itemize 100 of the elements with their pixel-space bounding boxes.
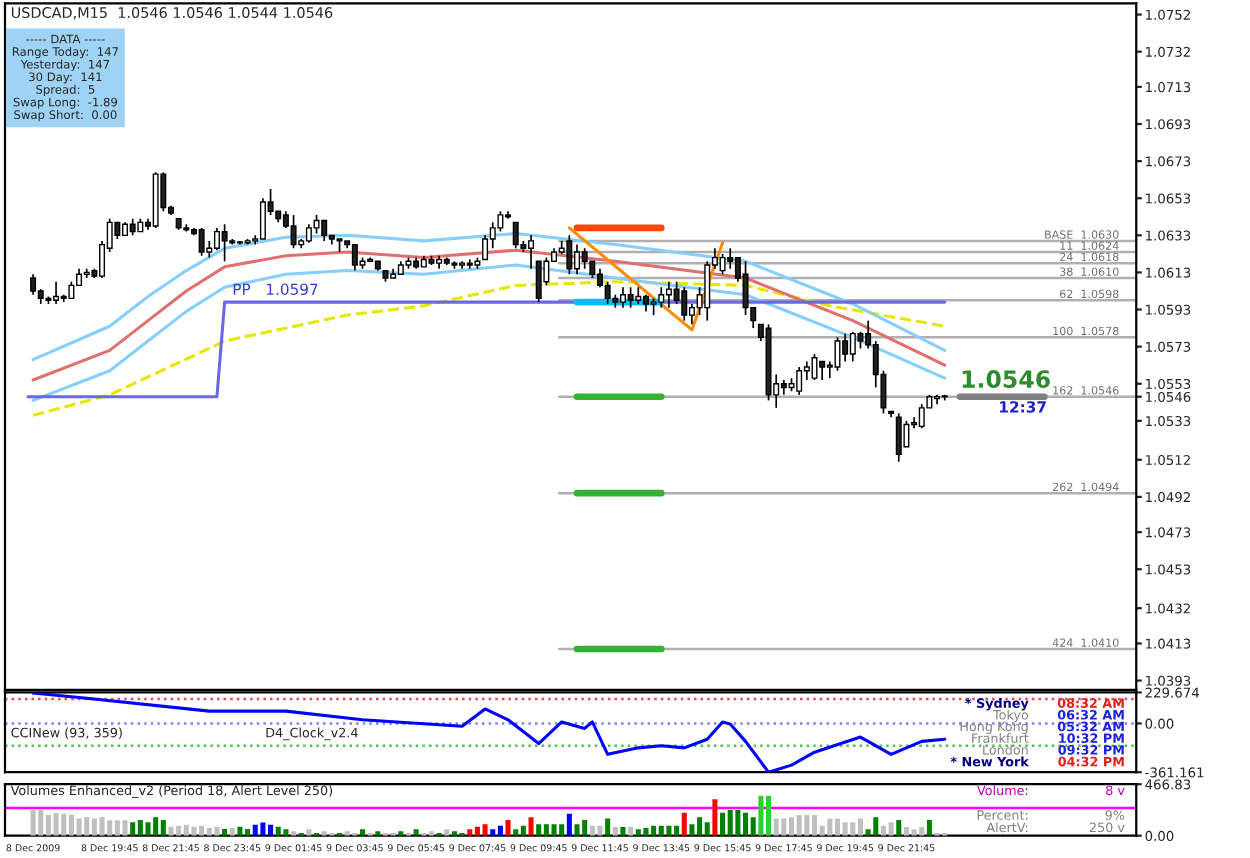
bar: [827, 818, 833, 836]
bar: [834, 818, 841, 836]
candlestick: [313, 214, 320, 235]
candlestick: [581, 247, 588, 270]
bar: [681, 812, 687, 836]
candlestick: [627, 286, 634, 309]
candlestick: [903, 420, 910, 448]
bar: [735, 810, 741, 836]
bar: [773, 818, 779, 836]
bar: [704, 822, 710, 836]
bar: [674, 825, 680, 836]
bar: [574, 824, 580, 836]
bar: [850, 822, 856, 836]
bar: [796, 814, 802, 836]
bar: [160, 820, 166, 836]
bar: [130, 822, 136, 836]
candlestick: [221, 223, 228, 263]
bar: [283, 829, 289, 836]
candlestick: [849, 330, 856, 363]
bar: [107, 820, 113, 836]
bar: [99, 816, 105, 836]
bar: [873, 817, 879, 836]
bar: [651, 825, 657, 836]
bar: [61, 813, 67, 836]
line-series: [31, 248, 947, 382]
bar: [45, 814, 51, 836]
bar: [720, 812, 726, 836]
candlestick: [719, 253, 726, 276]
bar: [245, 829, 251, 836]
bar: [153, 817, 159, 836]
bar: [589, 825, 595, 836]
bar: [697, 817, 703, 836]
bar: [76, 818, 82, 836]
bar: [513, 829, 519, 836]
bar: [582, 820, 588, 836]
bar: [53, 813, 59, 836]
bar: [811, 814, 818, 836]
candlestick: [658, 286, 665, 309]
bar: [528, 817, 534, 836]
bar: [114, 820, 120, 836]
bar: [612, 827, 618, 836]
bar: [536, 824, 542, 836]
bar: [643, 827, 649, 836]
bar: [597, 825, 603, 836]
candlestick: [351, 243, 358, 272]
bar: [260, 822, 266, 836]
bar: [888, 822, 894, 836]
candlestick: [30, 273, 37, 296]
bar: [206, 827, 212, 836]
bar: [766, 795, 772, 836]
candlestick: [704, 260, 711, 322]
bar: [559, 824, 565, 836]
bar: [880, 825, 886, 836]
bar: [176, 825, 182, 836]
bar: [727, 810, 733, 836]
bar: [712, 799, 718, 836]
bar: [122, 820, 128, 836]
candlestick: [819, 360, 826, 381]
bar: [804, 814, 810, 836]
bar: [919, 827, 925, 836]
candlestick: [321, 219, 328, 242]
candlestick: [535, 260, 542, 303]
candlestick: [796, 366, 803, 396]
candlestick: [842, 332, 849, 363]
candlestick: [665, 280, 672, 309]
bar: [505, 820, 511, 836]
bar: [788, 817, 795, 836]
bar: [137, 820, 143, 836]
candlestick: [681, 286, 688, 322]
candlestick: [619, 286, 626, 309]
bar: [903, 827, 909, 836]
bar: [359, 829, 366, 836]
bar: [743, 812, 749, 836]
candlestick: [53, 280, 60, 305]
bar: [658, 825, 664, 836]
candlestick: [198, 227, 205, 257]
candlestick: [574, 243, 581, 276]
bar: [490, 829, 496, 836]
bar: [857, 818, 863, 836]
bar: [38, 810, 44, 836]
bar: [199, 825, 205, 836]
bar: [911, 829, 917, 836]
bar: [551, 824, 557, 836]
bar: [482, 824, 488, 836]
candlestick: [290, 214, 297, 250]
candlestick: [895, 412, 902, 463]
bar: [497, 825, 503, 836]
bar: [444, 829, 450, 836]
candlestick: [742, 260, 749, 316]
bar: [168, 826, 174, 836]
line-series: [31, 231, 947, 362]
bar: [413, 829, 419, 836]
bar: [222, 829, 228, 836]
bar: [30, 810, 36, 836]
bar: [628, 827, 634, 836]
bar: [635, 829, 641, 836]
candlestick: [259, 197, 266, 240]
bar: [666, 825, 672, 836]
bar: [689, 824, 695, 836]
bar: [306, 829, 312, 836]
